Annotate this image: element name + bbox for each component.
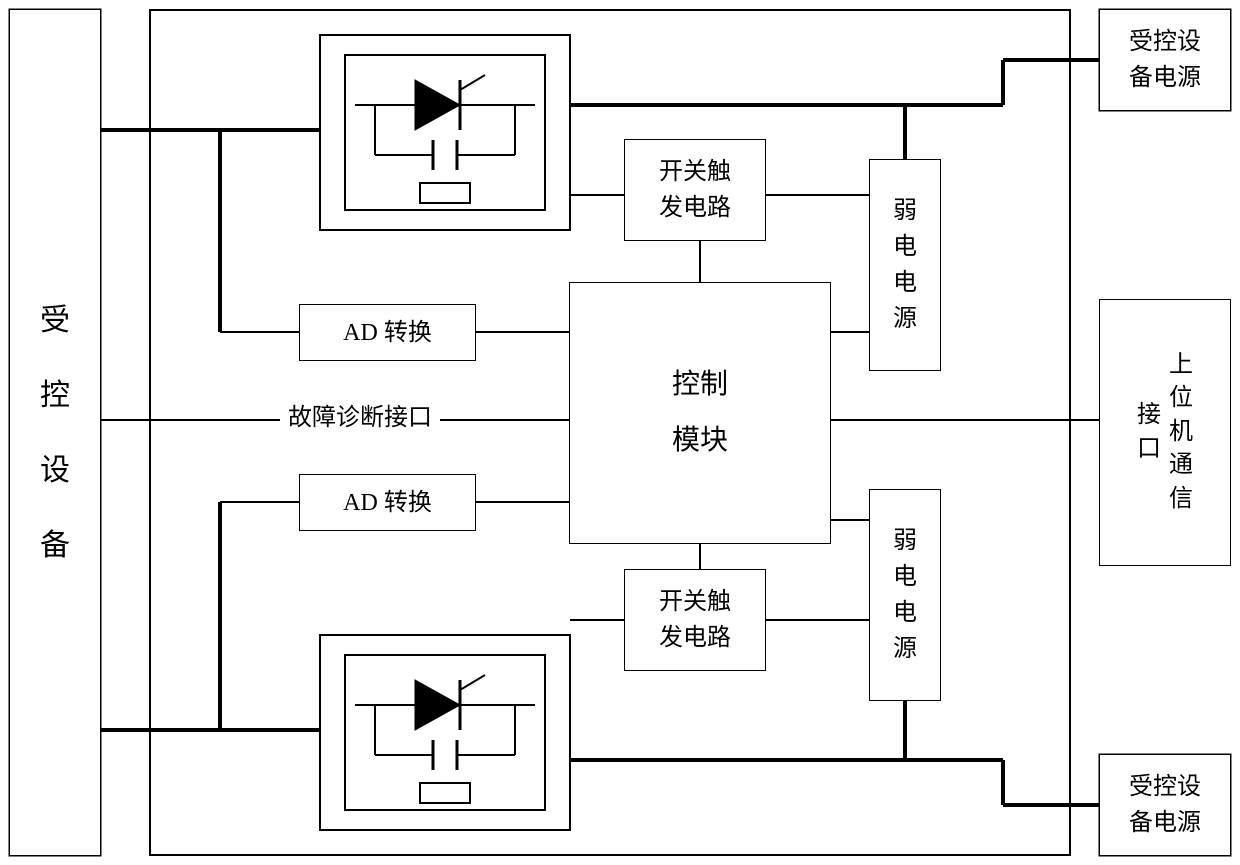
host-interface-label: 接 口 上 位 机 通 信: [1100, 300, 1230, 565]
weak-power-top-label: 弱 电 电 源: [870, 160, 940, 370]
power-top-label: 受控设 备电源: [1100, 10, 1230, 110]
text: 受控设: [1129, 24, 1201, 60]
text: 机: [1169, 416, 1193, 450]
text: 控制: [672, 357, 728, 413]
trigger-bottom-label: 开关触 发电路: [625, 570, 765, 670]
text: 通: [1169, 449, 1193, 483]
text: 设: [40, 433, 70, 508]
block-diagram: 受 控 设 备 受控设 备电源 受控设 备电源 接 口 上 位 机 通 信: [0, 0, 1240, 865]
text: 电: [893, 559, 917, 595]
weak-power-bottom-label: 弱 电 电 源: [870, 490, 940, 700]
text: 受: [40, 283, 70, 358]
text: 信: [1169, 483, 1193, 517]
text: 电: [893, 595, 917, 631]
fault-interface-label: 故障诊断接口: [280, 398, 440, 438]
power-bottom-label: 受控设 备电源: [1100, 755, 1230, 855]
text: 电: [893, 229, 917, 265]
text: AD 转换: [343, 315, 432, 351]
control-module-label: 控制 模块: [570, 283, 830, 543]
text: 发电路: [659, 620, 731, 656]
text: 弱: [893, 523, 917, 559]
text: 弱: [893, 193, 917, 229]
controlled-device-label: 受 控 设 备: [10, 10, 100, 855]
text: 受控设: [1129, 769, 1201, 805]
text: 开关触: [659, 154, 731, 190]
text: 备电源: [1129, 805, 1201, 841]
text: 上: [1169, 349, 1193, 383]
text: 故障诊断接口: [288, 405, 432, 431]
text: 发电路: [659, 190, 731, 226]
text: 接: [1137, 399, 1161, 433]
text: 源: [893, 301, 917, 337]
text: 备: [40, 508, 70, 583]
text: 源: [893, 631, 917, 667]
text: 位: [1169, 382, 1193, 416]
ad-top-label: AD 转换: [300, 305, 475, 360]
text: 模块: [672, 413, 728, 469]
text: 电: [893, 265, 917, 301]
trigger-top-label: 开关触 发电路: [625, 140, 765, 240]
text: 口: [1137, 433, 1161, 467]
text: 开关触: [659, 584, 731, 620]
text: AD 转换: [343, 485, 432, 521]
text: 控: [40, 358, 70, 433]
text: 备电源: [1129, 60, 1201, 96]
ad-bottom-label: AD 转换: [300, 475, 475, 530]
